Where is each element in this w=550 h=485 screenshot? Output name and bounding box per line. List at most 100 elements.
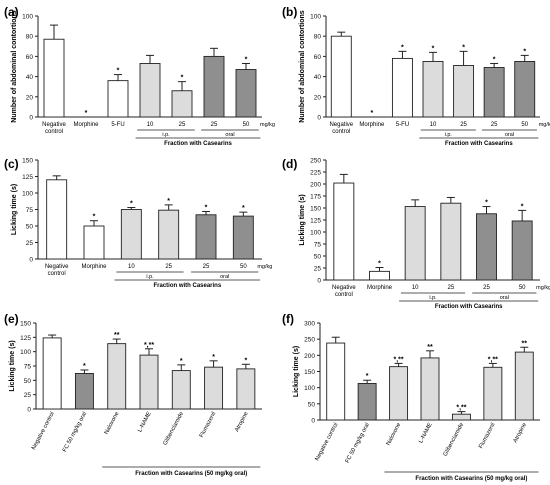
unit-label: mg/kg (539, 122, 550, 128)
bar (107, 80, 129, 118)
category-label: Negative (329, 122, 353, 128)
y-tick-label: 100 (22, 14, 33, 21)
category-label: Atropine (513, 422, 528, 444)
significance-mark: * (370, 110, 373, 117)
bar (333, 182, 355, 281)
bar (422, 61, 444, 118)
y-tick-label: 125 (20, 335, 31, 342)
significance-mark: * (181, 75, 184, 82)
y-tick-label: 125 (310, 218, 321, 225)
group-label: i.p. (445, 132, 453, 138)
panel-label: (d) (282, 157, 297, 171)
category-label: 25 (447, 285, 454, 291)
y-tick-label: 100 (310, 14, 321, 21)
y-axis-title: Number of abdominal contortions (299, 10, 306, 122)
significance-mark: * (493, 56, 496, 63)
category-label: Glibenclamide (443, 422, 466, 457)
bar (236, 368, 256, 410)
category-label: Flumazenil (199, 411, 217, 439)
bar (476, 213, 497, 281)
panel-label: (a) (4, 5, 19, 19)
bar (74, 373, 94, 410)
significance-mark: * (485, 200, 488, 207)
bar (195, 214, 217, 260)
category-label: control (335, 292, 353, 298)
significance-mark: * (521, 203, 524, 210)
category-label: Negative (42, 122, 66, 128)
bar (514, 61, 536, 118)
significance-mark: *,** (488, 356, 498, 363)
y-tick-label: 0 (317, 115, 321, 122)
category-label: Negative (332, 285, 356, 291)
y-tick-label: 75 (26, 207, 34, 214)
bar (46, 179, 68, 260)
category-label: L-NAME (418, 422, 434, 444)
bar (235, 69, 257, 118)
y-tick-label: 225 (310, 170, 321, 177)
y-tick-label: 150 (22, 158, 33, 165)
significance-mark: *,** (394, 356, 404, 363)
bracket-label: Fraction with Casearins (153, 283, 221, 289)
y-tick-label: 80 (26, 34, 34, 41)
unit-label: mg/kg (260, 122, 275, 128)
bar (203, 55, 225, 118)
category-label: Morphine (367, 285, 393, 291)
y-tick-label: 100 (22, 191, 33, 198)
significance-mark: ** (427, 344, 433, 351)
significance-mark: * (180, 358, 183, 365)
y-tick-label: 0 (29, 115, 33, 122)
category-label: Atropine (234, 411, 249, 433)
y-tick-label: 100 (20, 349, 31, 356)
significance-mark: ** (522, 340, 528, 347)
y-axis-title: Number of abdominal contortions (11, 10, 18, 122)
significance-mark: * (244, 357, 247, 364)
y-tick-label: 75 (314, 242, 322, 249)
bar (357, 383, 377, 421)
chart-panel-1: (a) 0 20 40 60 80 100 Number of abdominal conto… (4, 5, 275, 147)
panel-label: (f) (282, 312, 294, 326)
panel-label: (e) (4, 312, 19, 326)
bar (120, 209, 142, 260)
category-label: 50 (240, 264, 247, 270)
category-label: control (48, 271, 66, 277)
category-label: 50 (521, 122, 528, 128)
significance-mark: * (93, 214, 96, 221)
y-tick-label: 75 (24, 364, 32, 371)
bar (42, 337, 62, 410)
bar (369, 270, 390, 281)
y-tick-label: 0 (317, 278, 321, 285)
significance-mark: * (130, 201, 133, 208)
y-tick-label: 250 (304, 337, 315, 344)
bar (330, 35, 352, 118)
bar (171, 370, 191, 410)
y-tick-label: 50 (26, 224, 34, 231)
significance-mark: * (245, 56, 248, 63)
category-label: Naloxone (386, 422, 403, 446)
significance-mark: * (462, 44, 465, 51)
y-tick-label: 40 (26, 74, 34, 81)
y-tick-label: 250 (310, 158, 321, 165)
significance-mark: * (401, 44, 404, 51)
significance-mark: *,** (144, 342, 154, 349)
panel-label: (b) (282, 5, 297, 19)
bar (171, 90, 193, 118)
significance-mark: * (83, 363, 86, 370)
y-tick-label: 20 (26, 94, 34, 101)
category-label: 25 (460, 122, 467, 128)
category-label: 50 (519, 285, 526, 291)
category-label: Negative (45, 264, 69, 270)
category-label: Glibenclamide (163, 411, 186, 446)
bar (204, 366, 224, 410)
group-label: oral (505, 132, 514, 138)
category-label: 10 (128, 264, 135, 270)
bar (232, 215, 254, 260)
panel-label: (c) (4, 157, 19, 171)
chart-panel-3: (c) 0 25 50 75 100 125 150 Licking time (s) Negat… (4, 157, 272, 289)
bracket-label: Fraction with Casearins (164, 141, 232, 147)
bar (404, 206, 426, 281)
y-tick-label: 175 (310, 194, 321, 201)
category-label: 25 (211, 122, 218, 128)
y-tick-label: 50 (308, 401, 316, 408)
y-tick-label: 0 (29, 257, 33, 264)
